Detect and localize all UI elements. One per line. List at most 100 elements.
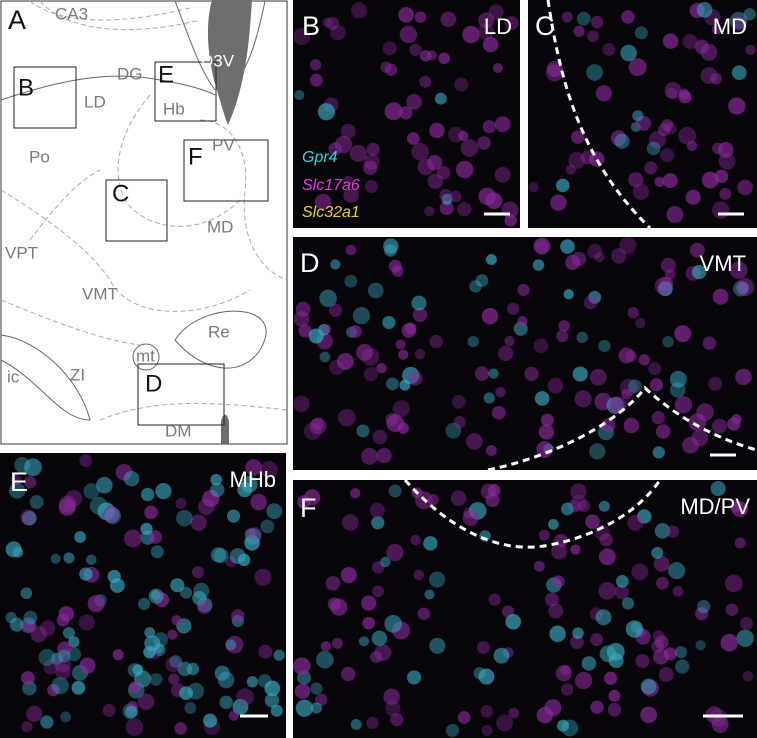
cell — [331, 637, 343, 649]
cell — [533, 560, 545, 572]
cell — [21, 721, 33, 733]
region-label: MHb — [230, 467, 276, 492]
cell — [538, 424, 555, 440]
cell — [548, 603, 564, 619]
cell — [419, 75, 432, 88]
cell — [407, 370, 423, 386]
cell — [197, 597, 213, 613]
cell — [327, 597, 342, 611]
cell — [124, 705, 138, 719]
cell — [12, 547, 24, 558]
cell — [651, 411, 665, 425]
cell — [386, 543, 404, 562]
cell — [560, 683, 574, 696]
cell — [572, 366, 588, 382]
cell — [587, 30, 599, 43]
cell — [427, 173, 443, 190]
cell — [225, 635, 244, 654]
cell — [550, 194, 567, 211]
cell — [599, 645, 617, 663]
cell — [729, 499, 742, 513]
cell — [384, 102, 403, 121]
cell — [43, 659, 59, 675]
cell — [352, 306, 371, 325]
region-label: ic — [7, 367, 20, 386]
cell — [508, 707, 520, 719]
cell — [568, 151, 586, 169]
cell — [524, 366, 539, 382]
cell — [79, 657, 96, 674]
cell — [708, 376, 723, 391]
cell — [533, 237, 551, 255]
cell — [570, 635, 584, 649]
cell — [165, 656, 181, 673]
cell — [634, 26, 648, 40]
cell — [678, 126, 697, 145]
cell — [536, 441, 553, 458]
cell — [144, 505, 158, 520]
cell — [685, 189, 701, 205]
cell — [469, 280, 482, 293]
cell — [576, 331, 588, 344]
cell — [494, 116, 511, 133]
cell — [586, 64, 603, 81]
cell — [735, 368, 752, 386]
cell — [167, 629, 178, 640]
cell — [382, 41, 397, 56]
cell — [363, 160, 378, 176]
cell — [38, 648, 56, 666]
cell — [628, 172, 644, 188]
cell — [184, 702, 197, 714]
panel-letter: D — [300, 248, 320, 278]
cell — [148, 588, 164, 604]
cell — [731, 15, 748, 32]
cell — [412, 307, 428, 322]
cell — [652, 446, 665, 459]
cell — [78, 614, 95, 631]
cell — [410, 534, 421, 546]
cell — [325, 575, 341, 591]
cell — [477, 23, 495, 40]
cell — [9, 617, 24, 632]
boundary-line — [546, 0, 652, 230]
cell — [349, 325, 362, 338]
box-letter: F — [188, 143, 203, 170]
cell — [648, 130, 667, 149]
cell — [20, 509, 36, 526]
cell — [171, 615, 182, 626]
cell — [439, 188, 453, 202]
cell — [314, 193, 332, 211]
cell — [231, 609, 245, 623]
cell — [337, 408, 356, 427]
cell — [640, 706, 657, 724]
cell — [436, 166, 451, 180]
cell — [388, 484, 402, 498]
cell — [434, 92, 447, 105]
cell — [696, 2, 713, 18]
cell — [572, 627, 584, 639]
region-label: MD/PV — [680, 494, 750, 519]
cell — [666, 525, 679, 538]
cell — [398, 6, 414, 23]
cell — [417, 158, 435, 176]
cell — [424, 589, 435, 600]
cell — [505, 613, 521, 630]
cell — [330, 24, 346, 41]
cell — [320, 641, 332, 652]
cell — [376, 362, 387, 374]
cell — [369, 502, 385, 518]
cell — [674, 646, 688, 659]
cell — [495, 387, 506, 398]
region-label: mt — [136, 346, 155, 365]
cell — [538, 529, 550, 541]
cell — [143, 646, 156, 659]
cell — [294, 683, 311, 699]
cell — [662, 173, 678, 189]
panel-letter: A — [8, 5, 26, 35]
cell — [546, 60, 563, 77]
cell — [621, 388, 633, 400]
cell — [440, 11, 457, 28]
cell — [743, 8, 756, 21]
cell — [589, 443, 606, 460]
